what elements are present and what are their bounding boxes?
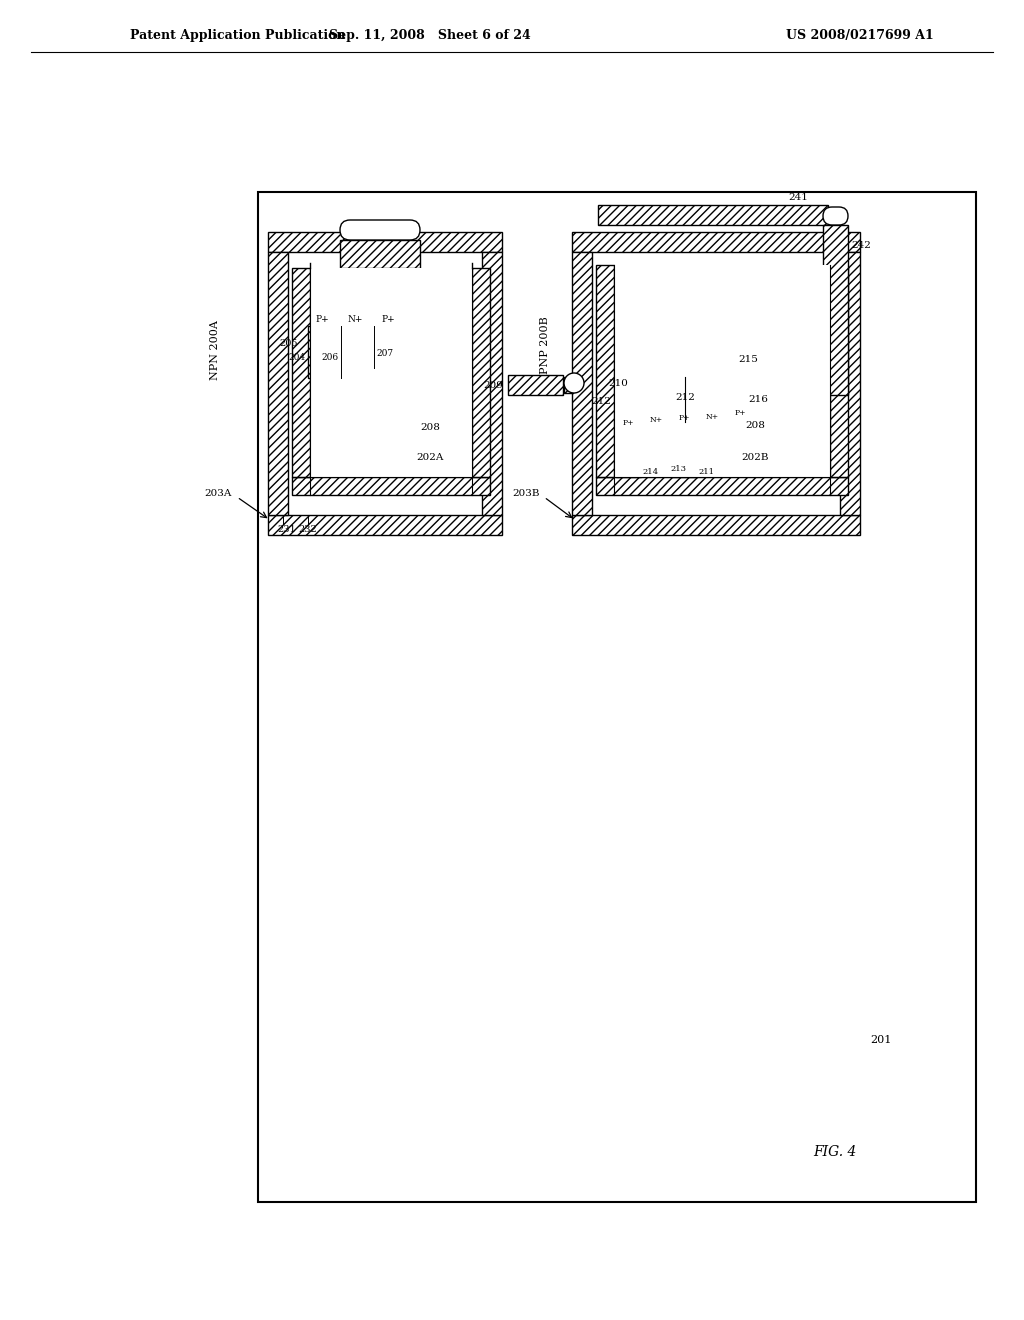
Bar	[341, 326, 369, 378]
Bar	[374, 326, 402, 368]
Bar	[268, 252, 288, 515]
Text: 210: 210	[608, 379, 628, 388]
FancyBboxPatch shape	[823, 207, 848, 224]
Text: 214: 214	[642, 469, 658, 477]
Text: 212: 212	[675, 392, 695, 401]
Text: PNP 200B: PNP 200B	[540, 315, 550, 374]
Text: 205: 205	[280, 338, 298, 347]
Text: 203A: 203A	[205, 488, 232, 498]
Text: N+: N+	[706, 413, 719, 421]
Text: 213: 213	[670, 465, 686, 473]
Text: 203B: 203B	[512, 488, 540, 498]
Bar	[614, 265, 830, 477]
Text: 207: 207	[376, 348, 393, 358]
Bar	[482, 252, 502, 515]
Text: P+: P+	[735, 409, 746, 417]
Text: 231: 231	[278, 525, 296, 535]
Bar	[572, 515, 860, 535]
Text: 209: 209	[483, 380, 503, 389]
Text: 211: 211	[698, 469, 714, 477]
Text: P+: P+	[623, 418, 634, 426]
Text: Patent Application Publication: Patent Application Publication	[130, 29, 345, 41]
Text: 242: 242	[851, 240, 870, 249]
Circle shape	[564, 374, 584, 393]
Bar	[508, 375, 563, 395]
Bar	[592, 252, 840, 515]
Text: 212: 212	[591, 397, 611, 407]
Bar	[310, 268, 472, 477]
Text: 202A: 202A	[417, 454, 443, 462]
Bar	[288, 252, 482, 515]
Bar	[340, 240, 420, 268]
Text: P+: P+	[679, 414, 690, 422]
Bar	[830, 265, 848, 477]
Text: 215: 215	[738, 355, 758, 364]
Text: Sep. 11, 2008   Sheet 6 of 24: Sep. 11, 2008 Sheet 6 of 24	[329, 29, 530, 41]
Text: 208: 208	[420, 422, 440, 432]
Text: 202B: 202B	[741, 454, 769, 462]
Bar	[472, 268, 490, 477]
Bar	[572, 252, 592, 515]
Text: 208: 208	[745, 421, 765, 429]
Bar	[672, 422, 697, 477]
Bar	[292, 477, 490, 495]
Text: 216: 216	[748, 396, 768, 404]
Bar	[616, 426, 641, 477]
Text: 206: 206	[322, 354, 339, 363]
Bar	[823, 224, 848, 395]
Bar	[596, 265, 614, 477]
Bar	[840, 252, 860, 515]
FancyBboxPatch shape	[340, 220, 420, 240]
Text: FIG. 4: FIG. 4	[813, 1144, 857, 1159]
Text: US 2008/0217699 A1: US 2008/0217699 A1	[786, 29, 934, 41]
Bar	[268, 515, 502, 535]
Text: 204: 204	[289, 354, 306, 363]
Bar	[728, 417, 753, 465]
Bar	[596, 477, 848, 495]
Bar	[700, 421, 725, 469]
Bar	[268, 232, 502, 252]
Bar	[258, 191, 976, 1203]
Text: 241: 241	[788, 193, 808, 202]
Bar	[644, 424, 669, 473]
Text: N+: N+	[650, 416, 664, 424]
Text: N+: N+	[347, 315, 362, 325]
Text: 201: 201	[870, 1035, 891, 1045]
Bar	[564, 378, 584, 393]
Text: P+: P+	[315, 315, 329, 325]
Bar	[598, 205, 828, 224]
Bar	[292, 268, 310, 477]
Text: 232: 232	[299, 525, 317, 535]
Text: NPN 200A: NPN 200A	[210, 319, 220, 380]
Bar	[308, 326, 336, 378]
Bar	[572, 232, 860, 252]
Text: P+: P+	[381, 315, 395, 325]
